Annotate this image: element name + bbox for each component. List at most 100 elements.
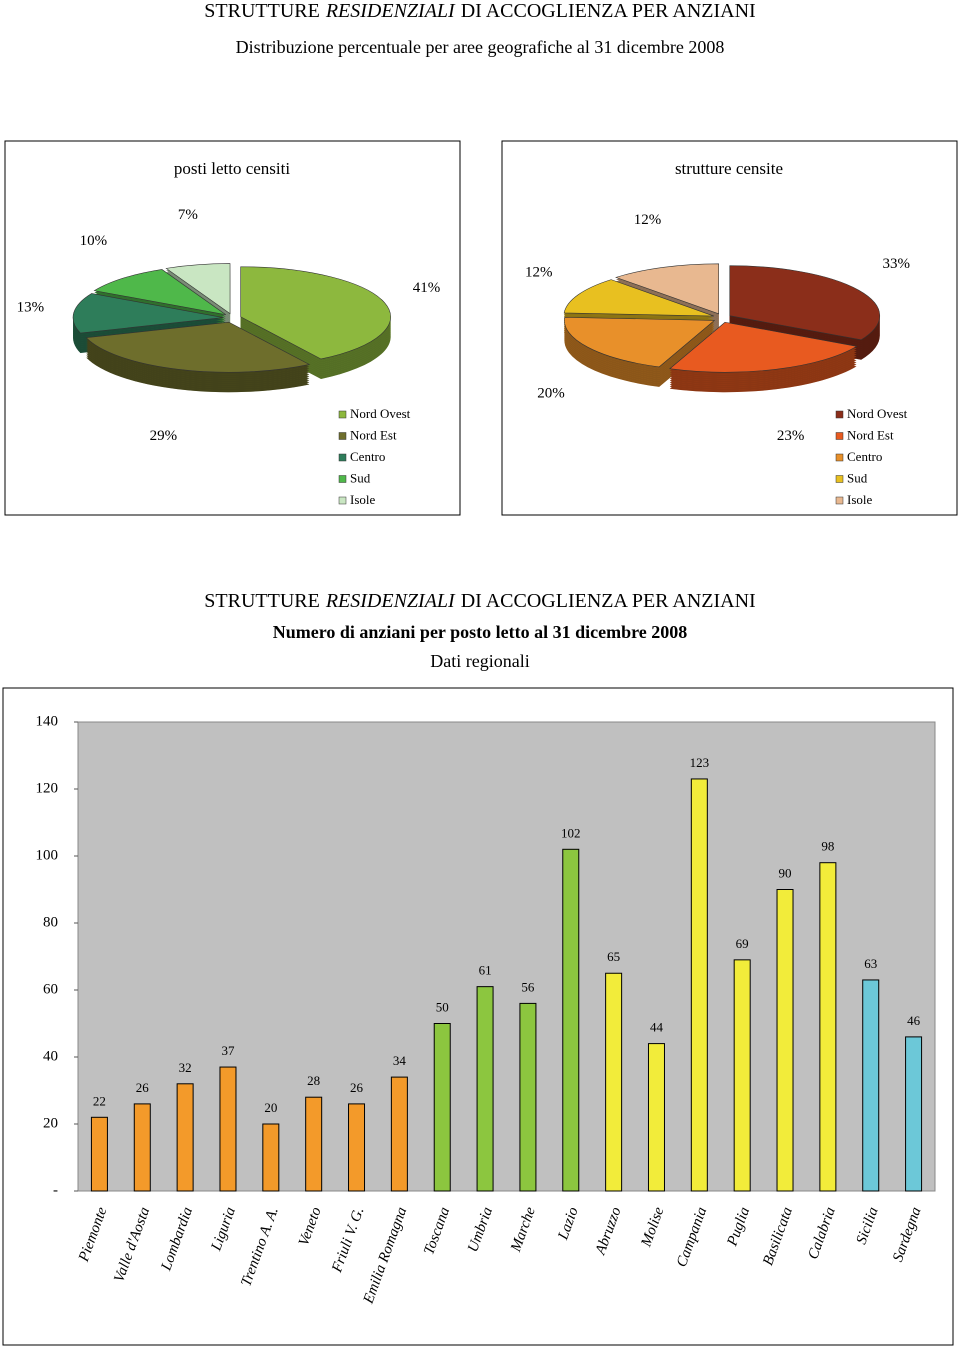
value-label: 32 [179,1060,192,1075]
legend-swatch [338,432,347,440]
pie-label: 33% [883,256,911,272]
bar [133,1103,151,1192]
value-label: 123 [690,755,710,770]
y-tick-label: 120 [36,780,59,796]
bar-subtitle: Numero di anziani per posto letto al 31 … [272,622,688,642]
pie-label: 12% [525,265,553,281]
bar [647,1043,665,1192]
bar [862,979,880,1192]
bar [348,1103,366,1192]
legend-label: Nord Est [847,427,894,442]
y-tick-label: 40 [43,1048,58,1064]
page-subtitle: Distribuzione percentuale per aree geogr… [235,37,725,57]
bar-note: Dati regionali [430,651,530,671]
bar [433,1023,451,1192]
title-part: RESIDENZIALI [325,590,455,612]
value-label: 56 [521,979,535,994]
pie-slice [93,269,227,316]
bar [519,1002,537,1192]
pie-label: 23% [777,428,805,444]
title-part: DI ACCOGLIENZA PER ANZIANI [460,590,756,612]
legend-label: Nord Ovest [350,406,411,421]
pie-label: 7% [178,207,198,223]
bar [690,778,708,1192]
legend-swatch [338,475,347,483]
value-label: 50 [436,999,449,1014]
bar [262,1123,280,1192]
bar [305,1096,323,1192]
title-part: STRUTTURE [204,0,320,22]
pie-slice [85,321,311,373]
bar [905,1036,923,1192]
pie-label: 41% [413,280,441,296]
value-label: 46 [907,1013,921,1028]
y-tick-label: - [53,1182,58,1198]
title-part: RESIDENZIALI [325,0,455,22]
y-tick-label: 20 [43,1115,58,1131]
y-tick-label: 60 [43,981,58,997]
legend-swatch [835,410,844,419]
pie-label: 13% [17,300,45,316]
value-label: 22 [93,1093,106,1108]
bar [176,1083,194,1192]
y-tick-label: 80 [43,914,58,930]
legend-swatch [835,496,844,505]
legend-label: Sud [350,470,371,485]
value-label: 37 [221,1043,235,1058]
value-label: 44 [650,1020,664,1035]
pie-label: 10% [80,233,108,249]
bar [476,986,494,1192]
value-label: 65 [607,949,620,964]
legend-swatch [338,496,347,505]
value-label: 34 [393,1053,407,1068]
legend-swatch [835,475,844,483]
y-tick-label: 100 [36,847,59,863]
pie-title: strutture censite [675,159,783,178]
pie-slice [615,263,719,315]
bar [90,1116,108,1192]
plot-area [77,721,936,1192]
pie-slice [165,263,231,315]
value-label: 61 [479,963,492,978]
value-label: 90 [779,865,792,880]
legend-label: Nord Ovest [847,406,908,421]
value-label: 26 [136,1080,150,1095]
bar [219,1066,237,1192]
pie-slice [669,321,858,373]
pie-label: 29% [150,428,178,444]
legend-swatch [338,453,347,462]
value-label: 69 [736,936,749,951]
value-label: 98 [821,839,834,854]
value-label: 102 [561,825,581,840]
pie-slice [240,266,391,360]
pie-slice [564,316,716,368]
legend-label: Isole [350,492,376,507]
legend-label: Isole [847,492,873,507]
pie-title: posti letto censiti [174,159,290,178]
value-label: 26 [350,1080,364,1095]
y-tick-label: 140 [36,713,59,729]
bar [776,889,794,1192]
bar [733,959,751,1192]
title-part: DI ACCOGLIENZA PER ANZIANI [460,0,756,22]
legend-swatch [338,410,347,419]
legend-label: Centro [350,449,385,464]
page-title: STRUTTURE RESIDENZIALI DI ACCOGLIENZA PER … [0,0,960,23]
bar [562,848,580,1192]
legend-label: Centro [847,449,882,464]
pie-slice [563,279,714,317]
legend-label: Sud [847,470,868,485]
value-label: 28 [307,1073,320,1088]
bar [819,862,837,1192]
bar [605,972,623,1192]
bar [390,1076,408,1192]
pie-label: 12% [634,212,662,228]
title-part: STRUTTURE [204,590,320,612]
legend-label: Nord Est [350,427,397,442]
legend-swatch [835,453,844,462]
pie-label: 20% [537,386,565,402]
legend-swatch [835,432,844,440]
bar-title: STRUTTURE RESIDENZIALI DI ACCOGLIENZA PER … [0,590,960,613]
